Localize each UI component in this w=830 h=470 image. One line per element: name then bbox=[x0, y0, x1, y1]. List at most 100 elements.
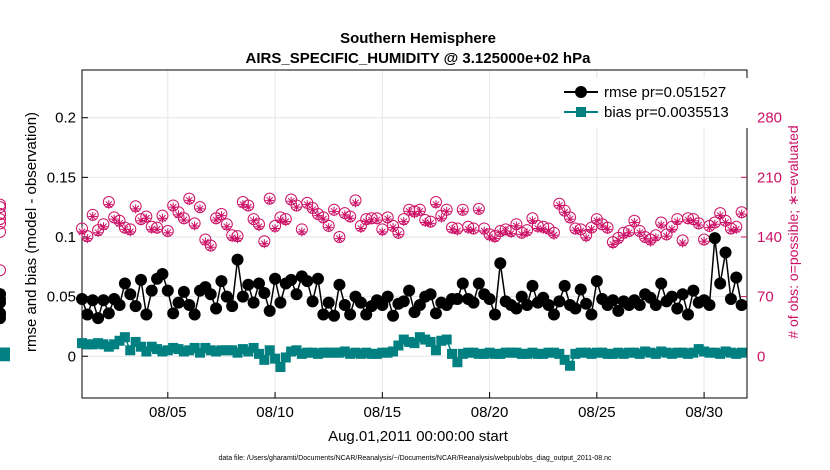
legend-rmse-label: rmse pr=0.051527 bbox=[604, 84, 726, 101]
obs-evaluated-point bbox=[613, 235, 623, 245]
obs-evaluated-point bbox=[651, 233, 661, 243]
y-tick-label: 0.15 bbox=[47, 169, 76, 186]
obs-evaluated-point bbox=[190, 221, 200, 231]
obs-evaluated-point bbox=[694, 220, 704, 230]
obs-evaluated-point bbox=[302, 200, 312, 210]
obs-evaluated-point bbox=[388, 223, 398, 233]
rmse-point bbox=[590, 275, 603, 288]
bias-point bbox=[522, 348, 533, 359]
obs-evaluated-point bbox=[586, 224, 596, 234]
rmse-point bbox=[451, 293, 464, 306]
y-tick-label: 0.1 bbox=[55, 229, 76, 246]
bias-point bbox=[162, 345, 173, 356]
rmse-point bbox=[676, 288, 689, 301]
obs-possible-point bbox=[0, 207, 6, 220]
bias-point bbox=[581, 347, 592, 358]
obs-evaluated-point bbox=[163, 228, 173, 238]
bias-point bbox=[715, 348, 726, 359]
rmse-point bbox=[671, 302, 684, 315]
rmse-point bbox=[521, 298, 534, 311]
rmse-point bbox=[220, 290, 233, 303]
bias-point bbox=[119, 332, 130, 343]
obs-evaluated-point bbox=[292, 202, 302, 212]
bias-point bbox=[248, 342, 259, 353]
rmse-point bbox=[687, 284, 700, 297]
y2-tick-label: 70 bbox=[757, 289, 774, 306]
rmse-point bbox=[553, 295, 566, 308]
obs-evaluated-point bbox=[672, 217, 682, 227]
obs-evaluated-point bbox=[501, 226, 511, 236]
rmse-point bbox=[542, 298, 555, 311]
rmse-point bbox=[134, 273, 147, 286]
rmse-point bbox=[263, 304, 276, 317]
legend: rmse pr=0.051527 bias pr=0.0035513 bbox=[560, 78, 748, 128]
obs-evaluated-point bbox=[345, 213, 355, 223]
obs-evaluated-point bbox=[656, 220, 666, 230]
bias-point bbox=[409, 338, 420, 349]
x-tick-label: 08/30 bbox=[685, 404, 723, 421]
bias-point bbox=[495, 348, 506, 359]
obs-evaluated-point bbox=[527, 216, 537, 226]
obs-evaluated-point bbox=[313, 211, 323, 221]
obs-evaluated-point bbox=[544, 226, 554, 236]
rmse-point bbox=[167, 307, 180, 320]
bias-point bbox=[699, 346, 710, 357]
bias-point bbox=[211, 346, 222, 357]
rmse-point bbox=[236, 290, 249, 303]
bias-point bbox=[318, 347, 329, 358]
obs-evaluated-point bbox=[120, 224, 130, 234]
bias-point bbox=[141, 346, 152, 357]
obs-evaluated-point bbox=[608, 240, 618, 250]
bias-point bbox=[597, 347, 608, 358]
obs-evaluated-point bbox=[704, 223, 714, 233]
bias-point bbox=[430, 345, 441, 356]
legend-rmse-marker bbox=[575, 86, 587, 98]
rmse-point bbox=[612, 304, 625, 317]
obs-evaluated-point bbox=[383, 214, 393, 224]
bias-point bbox=[677, 347, 688, 358]
obs-evaluated-point bbox=[351, 198, 361, 208]
obs-evaluated-point bbox=[629, 217, 639, 227]
y-tick-label: 0 bbox=[68, 348, 76, 365]
rmse-point bbox=[526, 279, 539, 292]
rmse-point bbox=[247, 296, 260, 309]
x-tick-label: 08/10 bbox=[256, 404, 294, 421]
rmse-point bbox=[467, 296, 480, 309]
bias-point bbox=[463, 347, 474, 358]
y2-tick-label: 140 bbox=[757, 229, 782, 246]
rmse-point bbox=[569, 302, 582, 315]
bias-point bbox=[500, 347, 511, 358]
obs-evaluated-point bbox=[361, 217, 371, 227]
bias-point bbox=[672, 347, 683, 358]
bias-point bbox=[307, 347, 318, 358]
obs-evaluated-point bbox=[452, 226, 462, 236]
rmse-point bbox=[708, 232, 721, 245]
rmse-point bbox=[242, 278, 255, 291]
bias-point bbox=[221, 345, 232, 356]
bias-point bbox=[398, 334, 409, 345]
rmse-point bbox=[665, 290, 678, 303]
obs-evaluated-point bbox=[479, 226, 489, 236]
obs-evaluated-point bbox=[619, 230, 629, 240]
obs-evaluated-point bbox=[206, 242, 216, 252]
obs-evaluated-point bbox=[308, 205, 318, 215]
obs-evaluated-point bbox=[184, 195, 194, 205]
bias-point bbox=[447, 348, 458, 359]
obs-evaluated-point bbox=[511, 221, 521, 231]
bias-point bbox=[575, 347, 586, 358]
rmse-point bbox=[655, 277, 668, 290]
rmse-point bbox=[86, 294, 99, 307]
bias-point bbox=[436, 335, 447, 346]
obs-evaluated-point bbox=[490, 234, 500, 244]
bias-point bbox=[693, 344, 704, 355]
obs-evaluated-point bbox=[131, 204, 141, 214]
obs-evaluated-point bbox=[286, 196, 296, 206]
obs-evaluated-point bbox=[667, 224, 677, 234]
obs-evaluated-point bbox=[98, 222, 108, 232]
obs-evaluated-point bbox=[522, 228, 532, 238]
y-tick-label: 0.05 bbox=[47, 289, 76, 306]
obs-evaluated-point bbox=[222, 222, 232, 232]
obs-evaluated-point bbox=[463, 224, 473, 234]
obs-evaluated-point bbox=[678, 238, 688, 248]
obs-evaluated-point bbox=[334, 234, 344, 244]
